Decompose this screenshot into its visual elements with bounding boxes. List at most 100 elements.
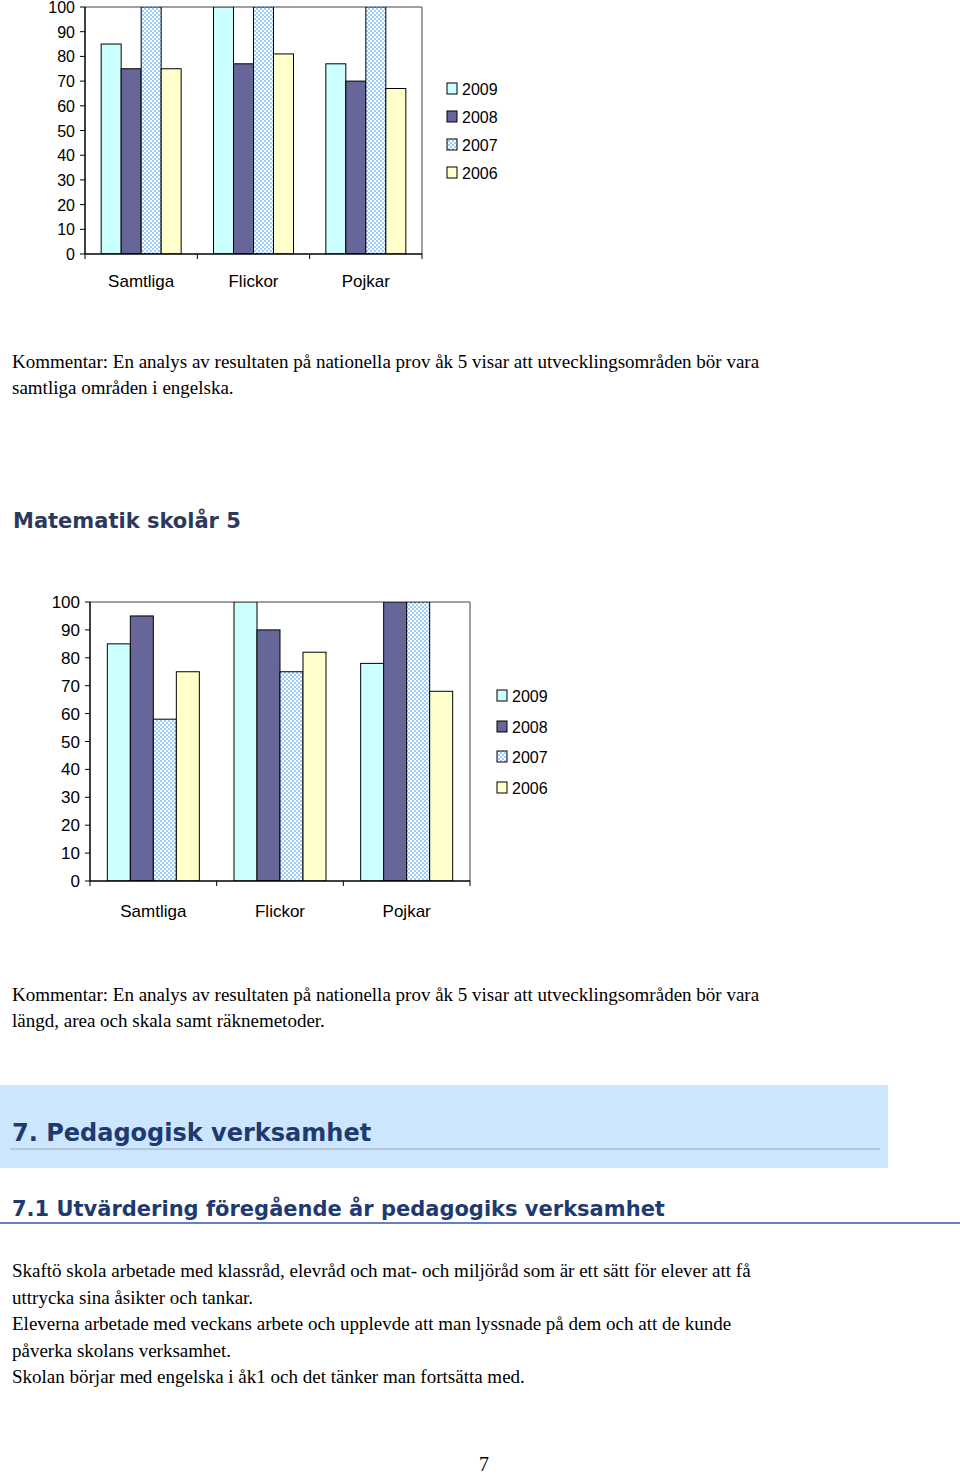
legend-label: 2006 bbox=[462, 165, 498, 182]
chart: 0102030405060708090100SamtligaFlickorPoj… bbox=[48, 0, 497, 291]
y-tick-label: 40 bbox=[61, 760, 80, 779]
legend-label: 2009 bbox=[462, 81, 498, 98]
legend-label: 2009 bbox=[512, 688, 548, 705]
bar bbox=[254, 7, 274, 254]
legend-swatch bbox=[447, 111, 457, 122]
page-number: 7 bbox=[479, 1453, 489, 1474]
bar bbox=[234, 602, 257, 881]
chart-title: Matematik skolår 5 bbox=[13, 508, 241, 533]
y-tick bbox=[80, 31, 85, 32]
y-tick bbox=[80, 7, 85, 8]
bar bbox=[214, 7, 234, 254]
y-tick-label: 100 bbox=[52, 593, 80, 612]
y-tick-label: 70 bbox=[61, 677, 80, 696]
bar bbox=[257, 630, 280, 881]
y-tick bbox=[80, 81, 85, 82]
y-tick bbox=[80, 155, 85, 156]
y-tick bbox=[85, 881, 90, 882]
x-tick bbox=[90, 881, 91, 886]
page: 0 10 20 30 40 50 60 70 80 90 100 Samtliga Flickor Poj… bbox=[0, 0, 960, 1474]
y-tick-label: 50 bbox=[57, 123, 75, 140]
y-tick bbox=[80, 179, 85, 180]
y-tick bbox=[80, 56, 85, 57]
x-tick bbox=[343, 881, 344, 886]
y-tick bbox=[85, 602, 90, 603]
x-tick bbox=[216, 881, 217, 886]
bar bbox=[407, 602, 430, 881]
x-tick-label: Samtliga bbox=[120, 902, 187, 921]
y-tick-label: 100 bbox=[48, 0, 75, 16]
bar bbox=[141, 7, 161, 254]
y-tick bbox=[85, 685, 90, 686]
x-axis bbox=[85, 253, 422, 255]
legend-swatch bbox=[447, 139, 457, 150]
legend-label: 2006 bbox=[512, 780, 548, 797]
y-tick-label: 50 bbox=[61, 733, 80, 752]
text-line: Kommentar: En analys av resultaten på na… bbox=[12, 351, 760, 372]
chart: Matematik skolår 50102030405060708090100… bbox=[13, 508, 548, 921]
x-tick bbox=[422, 254, 423, 259]
x-tick-label: Pojkar bbox=[383, 902, 432, 921]
bar bbox=[280, 672, 303, 881]
text-line: påverka skolans verksamhet. bbox=[12, 1340, 231, 1361]
x-tick-label: Pojkar bbox=[342, 272, 391, 291]
legend-label: 2007 bbox=[462, 137, 498, 154]
y-tick-label: 60 bbox=[61, 705, 80, 724]
y-tick-label: 20 bbox=[61, 816, 80, 835]
y-tick bbox=[80, 254, 85, 255]
y-tick bbox=[85, 797, 90, 798]
bar bbox=[234, 64, 254, 254]
heading-rule bbox=[10, 1149, 880, 1150]
x-tick-label: Flickor bbox=[228, 272, 278, 291]
text-line: samtliga områden i engelska. bbox=[12, 377, 234, 398]
legend-swatch bbox=[497, 751, 507, 762]
y-tick bbox=[80, 105, 85, 106]
legend-label: 2007 bbox=[512, 749, 548, 766]
bar bbox=[303, 652, 326, 881]
y-tick bbox=[80, 204, 85, 205]
text-line: längd, area och skala samt räknemetoder. bbox=[12, 1010, 325, 1031]
y-tick-label: 80 bbox=[61, 649, 80, 668]
y-tick-label: 0 bbox=[66, 246, 75, 263]
bar bbox=[384, 602, 407, 881]
y-tick bbox=[80, 229, 85, 230]
x-tick-label: Flickor bbox=[255, 902, 305, 921]
subsection-heading: 7.1 Utvärdering föregående år pedagogiks… bbox=[12, 1196, 665, 1221]
legend-swatch bbox=[497, 690, 507, 701]
legend-swatch bbox=[447, 167, 457, 178]
x-tick bbox=[309, 254, 310, 259]
x-axis bbox=[90, 880, 470, 882]
y-tick-label: 10 bbox=[57, 221, 75, 238]
text-line: uttrycka sina åsikter och tankar. bbox=[12, 1287, 253, 1308]
y-tick-label: 20 bbox=[57, 197, 75, 214]
bar bbox=[101, 44, 121, 254]
y-tick bbox=[85, 713, 90, 714]
legend-swatch bbox=[497, 721, 507, 732]
y-tick bbox=[80, 130, 85, 131]
bar bbox=[274, 54, 294, 254]
y-tick bbox=[85, 657, 90, 658]
y-tick-label: 90 bbox=[57, 24, 75, 41]
y-tick-label: 80 bbox=[57, 48, 75, 65]
bar bbox=[361, 663, 384, 881]
bar bbox=[366, 7, 386, 254]
section-band bbox=[0, 1085, 888, 1168]
bar bbox=[107, 644, 130, 881]
bar bbox=[161, 69, 181, 254]
y-tick-label: 60 bbox=[57, 98, 75, 115]
frame bbox=[421, 7, 423, 254]
text-line: Skolan börjar med engelska i åk1 och det… bbox=[12, 1366, 525, 1387]
bar bbox=[153, 719, 176, 881]
subheading-rule bbox=[0, 1222, 960, 1224]
bar bbox=[130, 616, 153, 881]
bar bbox=[386, 89, 406, 254]
y-tick-label: 30 bbox=[57, 172, 75, 189]
y-tick-label: 70 bbox=[57, 73, 75, 90]
y-tick bbox=[85, 741, 90, 742]
x-tick bbox=[197, 254, 198, 259]
bar bbox=[121, 69, 141, 254]
legend-label: 2008 bbox=[462, 109, 498, 126]
legend-swatch bbox=[447, 83, 457, 94]
bar bbox=[346, 81, 366, 254]
x-tick bbox=[85, 254, 86, 259]
